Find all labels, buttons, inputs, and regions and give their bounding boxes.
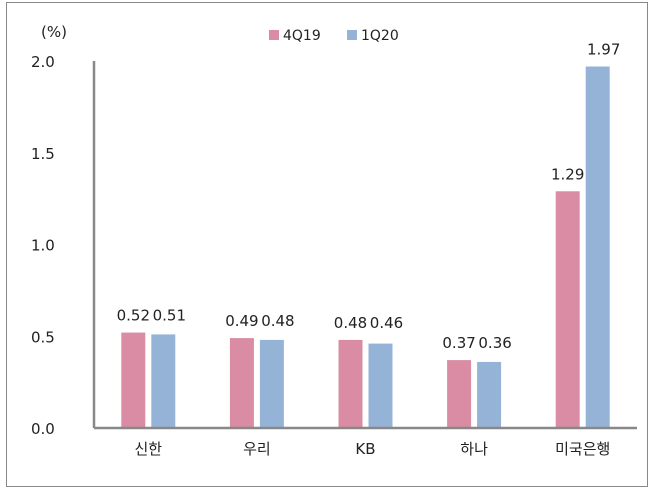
data-label: 0.36	[478, 334, 511, 352]
bar-1Q20	[368, 343, 393, 428]
bar-1Q20	[477, 361, 502, 428]
data-label: 0.52	[117, 307, 150, 325]
chart-frame: (%) 4Q19 1Q20 0.0 0.5 1.0 1.5 2.0 0.52 0.51 0.4…	[6, 2, 648, 487]
y-tick-label: 2.0	[31, 53, 55, 71]
bar-4Q19	[555, 191, 580, 428]
data-label: 0.48	[334, 314, 367, 332]
data-label: 1.97	[587, 41, 620, 59]
x-tick-label: 하나	[460, 440, 488, 458]
x-axis: 신한 우리 KB 하나 미국은행	[94, 426, 637, 458]
data-label: 0.37	[442, 334, 475, 352]
data-label: 0.48	[261, 312, 294, 330]
bar-1Q20	[259, 339, 284, 428]
x-tick-label: 신한	[134, 440, 162, 458]
data-label: 0.51	[153, 307, 186, 325]
y-tick-label: 0.0	[31, 420, 55, 438]
data-label: 0.49	[225, 312, 258, 330]
x-tick-label: 미국은행	[555, 440, 610, 458]
y-unit-label: (%)	[41, 23, 67, 41]
bar-1Q20	[151, 334, 176, 428]
legend-label: 1Q20	[361, 28, 399, 44]
x-tick-label: 우리	[243, 440, 271, 458]
y-tick-label: 1.5	[31, 145, 55, 163]
data-label: 1.29	[551, 165, 584, 183]
legend: 4Q19 1Q20	[269, 28, 399, 44]
legend-swatch	[347, 30, 357, 40]
bar-4Q19	[121, 332, 146, 428]
y-tick-label: 1.0	[31, 237, 55, 255]
bar-1Q20	[585, 66, 610, 428]
legend-label: 4Q19	[283, 28, 321, 44]
y-tick-label: 0.5	[31, 328, 55, 346]
x-tick-label: KB	[355, 440, 375, 458]
bars: 0.52 0.51 0.49 0.48 0.48 0.460.37 0.361.291.97	[117, 41, 620, 428]
bar-4Q19	[229, 338, 254, 428]
bar-4Q19	[447, 360, 472, 428]
bar-4Q19	[338, 339, 363, 428]
legend-swatch	[269, 30, 279, 40]
y-axis: 0.0 0.5 1.0 1.5 2.0	[31, 53, 96, 438]
data-label: 0.46	[370, 314, 403, 332]
bar-chart: (%) 4Q19 1Q20 0.0 0.5 1.0 1.5 2.0 0.52 0.51 0.4…	[31, 23, 637, 458]
